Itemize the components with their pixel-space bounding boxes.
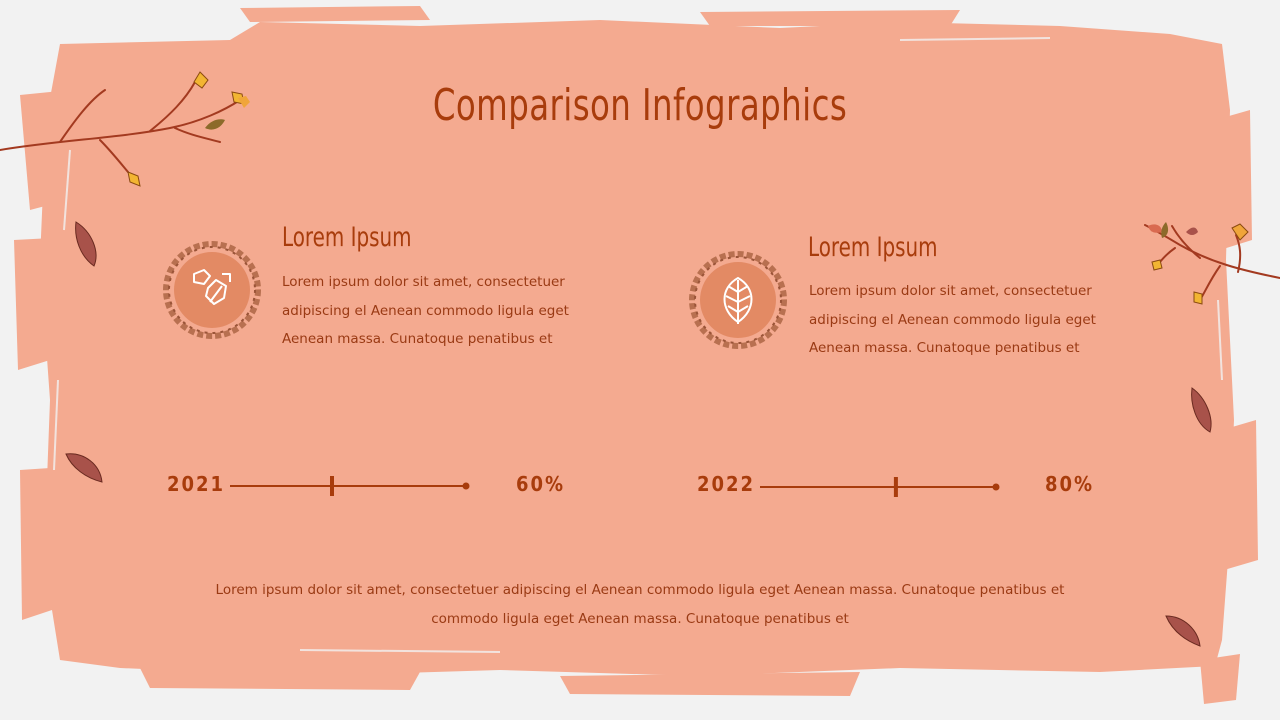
slider-knob: [330, 476, 334, 496]
leaf-icon: [1148, 222, 1249, 305]
column-1-heading: Lorem Ipsum: [282, 222, 412, 253]
wreath-badge: [689, 251, 787, 349]
leaf-icon: [723, 276, 753, 324]
feather-leaf-icon: [65, 221, 1212, 647]
column-2-body: Lorem ipsum dolor sit amet, consectetuer…: [809, 283, 1096, 356]
column-2-heading: Lorem Ipsum: [808, 232, 938, 263]
progress-slider-2: [760, 477, 1000, 497]
column-1-body: Lorem ipsum dolor sit amet, consectetuer…: [282, 274, 569, 347]
branch-icon: [1144, 224, 1280, 301]
footer-text: Lorem ipsum dolor sit amet, consectetuer…: [215, 582, 1065, 627]
slider-knob: [893, 477, 898, 497]
leaf-icon: [127, 71, 250, 187]
progress-slider-1: [230, 476, 470, 496]
year-label-2: 2022: [697, 472, 756, 496]
branch-icon: [0, 81, 241, 173]
falling-leaves-icon: [193, 269, 231, 305]
year-label-1: 2021: [167, 472, 226, 496]
percent-label-2: 80%: [1045, 472, 1095, 496]
percent-label-1: 60%: [516, 472, 566, 496]
slide-title: Comparison Infographics: [432, 80, 848, 131]
wreath-badge: [163, 241, 261, 339]
